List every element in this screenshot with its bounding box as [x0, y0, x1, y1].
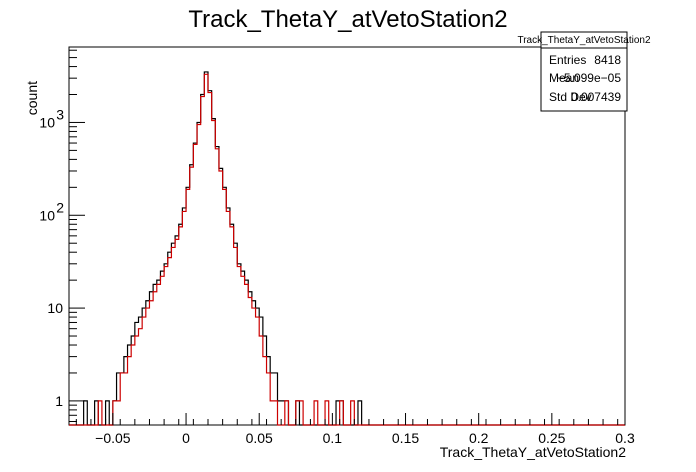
- stats-mean-value: −5.099e−05: [557, 71, 621, 85]
- stats-box: Track_ThetaY_atVetoStation2 Entries 8418…: [517, 31, 651, 112]
- y-tick-label-3: 10: [39, 114, 55, 130]
- histogram-series-0: [69, 71, 625, 426]
- histogram-series: [69, 71, 625, 426]
- stats-mean-label: Mean: [549, 71, 579, 85]
- x-axis-label: Track_ThetaY_atVetoStation2: [440, 444, 626, 460]
- x-tick-label-4: 0.15: [392, 430, 419, 446]
- y-tick-label-1: 10: [47, 300, 63, 316]
- stats-entries-value: 8418: [594, 53, 621, 67]
- x-tick-label-2: 0.05: [246, 430, 273, 446]
- stats-box-frame: [540, 31, 628, 112]
- y-tick-exponent-3: 3: [56, 106, 64, 122]
- stats-stddev-value: 0.007439: [571, 90, 621, 104]
- stats-stddev-label: Std Dev: [549, 90, 592, 104]
- y-tick-exponent-2: 2: [56, 199, 64, 215]
- x-tick-label-5: 0.2: [469, 430, 489, 446]
- y-tick-label-0: 1: [55, 393, 63, 409]
- x-tick-label-3: 0.1: [323, 430, 343, 446]
- stats-entries-label: Entries: [549, 53, 586, 67]
- histogram-series-1: [69, 73, 625, 426]
- x-tick-label-0: −0.05: [95, 430, 131, 446]
- x-axis: −0.05 0 0.05 0.1 0.15 0.2 0.25 0.3: [75, 413, 635, 446]
- x-tick-label-6: 0.25: [538, 430, 565, 446]
- y-axis-label: count: [24, 81, 40, 115]
- x-tick-label-7: 0.3: [615, 430, 635, 446]
- y-tick-label-2: 10: [39, 207, 55, 223]
- x-tick-label-1: 0: [182, 430, 190, 446]
- chart-title: Track_ThetaY_atVetoStation2: [188, 6, 507, 33]
- stats-box-title: Track_ThetaY_atVetoStation2: [517, 35, 650, 46]
